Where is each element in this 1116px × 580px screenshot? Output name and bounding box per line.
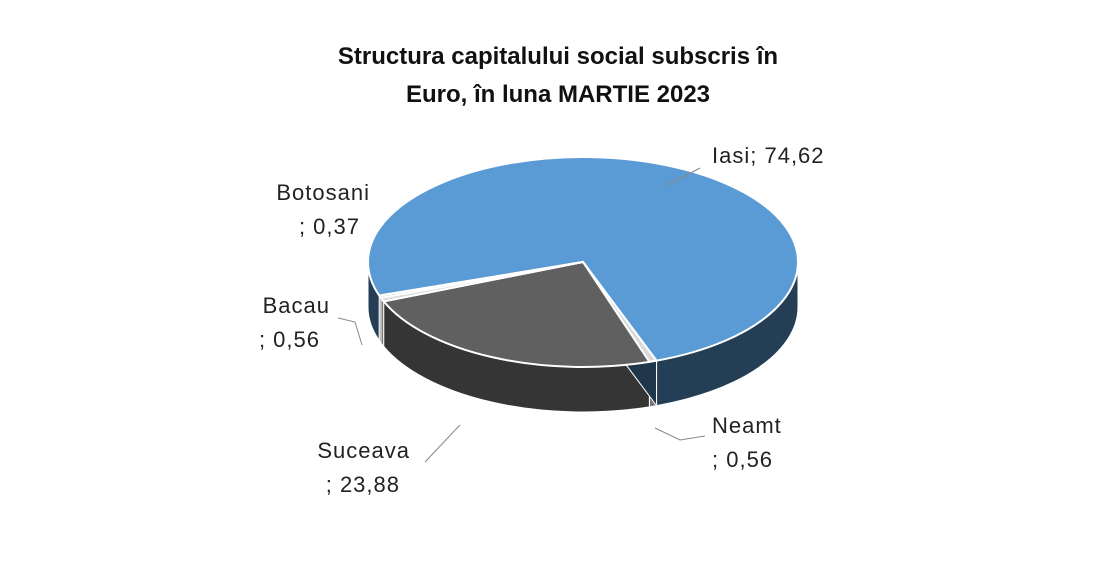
pie-slice	[367, 156, 799, 362]
label-value: ; 0,37	[299, 214, 360, 239]
data-label: Botosani ; 0,37	[276, 180, 370, 239]
pie-slice	[377, 261, 584, 299]
leader-line	[667, 167, 701, 186]
data-label: Bacau ; 0,56	[259, 293, 330, 352]
data-label: Iasi; 74,62	[712, 143, 825, 168]
leader-line	[654, 427, 706, 441]
label-category: Suceava	[317, 438, 410, 463]
label-category: Bacau	[263, 293, 330, 318]
label-value: ; 0,56	[259, 327, 320, 352]
data-label: Neamt ; 0,56	[712, 413, 782, 472]
label-category: Neamt	[712, 413, 782, 438]
label-category: Botosani	[276, 180, 370, 205]
label-value: ; 23,88	[326, 472, 400, 497]
leader-line	[337, 317, 363, 346]
data-label: Suceava ; 23,88	[317, 438, 410, 497]
label-category: Iasi	[712, 143, 750, 168]
leader-line	[424, 424, 461, 463]
label-value: ; 74,62	[750, 143, 824, 168]
label-value: ; 0,56	[712, 447, 773, 472]
slice-side	[378, 293, 382, 345]
chart-title: Structura capitalului social subscris în…	[337, 43, 779, 108]
